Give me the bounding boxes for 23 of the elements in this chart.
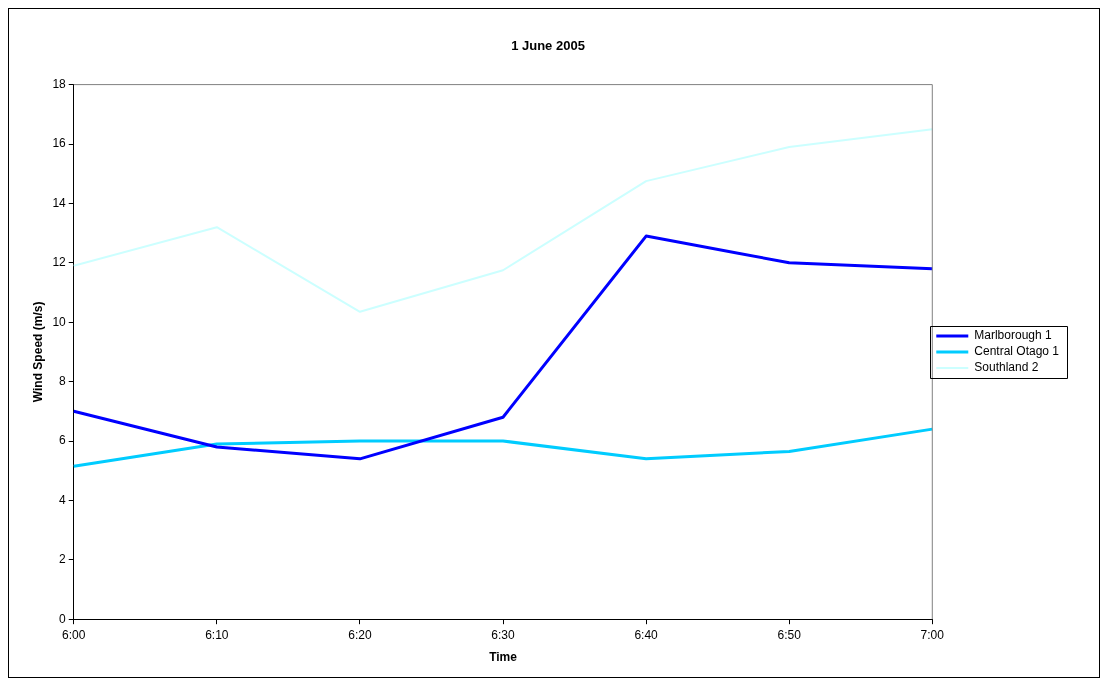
y-tick-label: 12 [52, 255, 67, 270]
y-tick-label: 18 [52, 76, 67, 91]
x-tick-label: 6:50 [777, 627, 802, 642]
legend-label: Southland 2 [974, 360, 1039, 375]
y-tick-label: 8 [59, 373, 67, 388]
y-tick-label: 14 [52, 195, 67, 210]
y-tick-label: 0 [59, 611, 67, 626]
legend-label: Central Otago 1 [974, 344, 1060, 359]
legend-label: Marlborough 1 [974, 328, 1052, 343]
x-tick-label: 6:10 [205, 627, 229, 642]
x-tick-label: 6:20 [348, 627, 372, 642]
chart-title: 1 June 2005 [511, 38, 585, 54]
y-tick-label: 2 [59, 552, 67, 567]
y-tick-label: 16 [52, 136, 67, 151]
y-axis-title: Wind Speed (m/s) [30, 301, 45, 403]
y-tick-label: 6 [59, 433, 67, 448]
y-tick-label: 10 [52, 314, 67, 329]
x-tick-label: 6:00 [62, 627, 86, 642]
x-tick-label: 6:40 [634, 627, 659, 642]
y-tick-label: 4 [59, 492, 67, 507]
x-axis-title: Time [489, 650, 518, 665]
x-tick-label: 7:00 [920, 627, 945, 642]
x-tick-label: 6:30 [491, 627, 516, 642]
